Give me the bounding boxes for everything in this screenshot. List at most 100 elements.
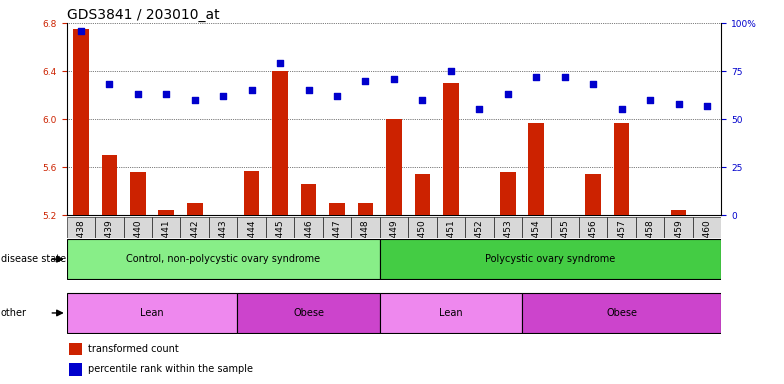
- Text: GSM277448: GSM277448: [361, 219, 370, 274]
- Text: GSM277460: GSM277460: [702, 219, 712, 274]
- Bar: [180, 217, 209, 238]
- Text: GSM277446: GSM277446: [304, 219, 313, 274]
- Bar: [95, 217, 124, 238]
- Bar: [266, 217, 294, 238]
- Bar: [693, 217, 721, 238]
- Text: GSM277445: GSM277445: [276, 219, 285, 274]
- Text: GSM277457: GSM277457: [617, 219, 626, 274]
- Bar: [408, 217, 437, 238]
- Text: GSM277454: GSM277454: [532, 219, 541, 274]
- Point: [188, 97, 201, 103]
- Bar: [294, 217, 323, 238]
- Bar: [415, 174, 430, 215]
- Text: Polycystic ovary syndrome: Polycystic ovary syndrome: [485, 254, 615, 264]
- Bar: [68, 343, 82, 356]
- Bar: [124, 217, 152, 238]
- Bar: [67, 239, 379, 280]
- Point: [502, 91, 514, 97]
- Bar: [494, 217, 522, 238]
- Bar: [465, 217, 494, 238]
- Bar: [187, 203, 202, 215]
- Text: GSM277449: GSM277449: [390, 219, 398, 274]
- Point: [303, 87, 315, 93]
- Text: Obese: Obese: [606, 308, 637, 318]
- Point: [103, 81, 115, 88]
- Bar: [387, 119, 401, 215]
- Bar: [379, 217, 408, 238]
- Point: [701, 103, 713, 109]
- Bar: [586, 174, 601, 215]
- Text: GSM277455: GSM277455: [561, 219, 569, 274]
- Point: [473, 106, 485, 113]
- Point: [416, 97, 429, 103]
- Bar: [216, 215, 231, 217]
- Bar: [550, 217, 579, 238]
- Text: GSM277444: GSM277444: [247, 219, 256, 273]
- Bar: [158, 210, 174, 215]
- Point: [530, 74, 543, 80]
- Bar: [152, 217, 180, 238]
- Bar: [671, 210, 687, 215]
- Bar: [244, 170, 260, 215]
- Text: transformed count: transformed count: [88, 344, 179, 354]
- Bar: [209, 217, 238, 238]
- Text: GSM277451: GSM277451: [446, 219, 456, 274]
- Bar: [67, 217, 95, 238]
- Text: Obese: Obese: [293, 308, 324, 318]
- Bar: [500, 172, 516, 215]
- Text: GSM277458: GSM277458: [645, 219, 655, 274]
- Text: GSM277452: GSM277452: [475, 219, 484, 274]
- Text: disease state: disease state: [1, 254, 66, 264]
- Bar: [437, 217, 465, 238]
- Bar: [636, 217, 664, 238]
- Bar: [699, 215, 715, 217]
- Bar: [238, 293, 379, 333]
- Bar: [471, 215, 487, 220]
- Point: [74, 28, 87, 34]
- Text: GSM277438: GSM277438: [76, 219, 85, 274]
- Point: [359, 78, 372, 84]
- Point: [217, 93, 230, 99]
- Bar: [67, 293, 238, 333]
- Bar: [272, 71, 288, 215]
- Text: GSM277459: GSM277459: [674, 219, 683, 274]
- Text: GSM277450: GSM277450: [418, 219, 427, 274]
- Bar: [522, 217, 550, 238]
- Text: other: other: [1, 308, 27, 318]
- Bar: [614, 122, 630, 215]
- Bar: [130, 172, 146, 215]
- Point: [615, 106, 628, 113]
- Point: [160, 91, 172, 97]
- Bar: [301, 184, 317, 215]
- Point: [644, 97, 656, 103]
- Point: [673, 101, 685, 107]
- Bar: [323, 217, 351, 238]
- Bar: [522, 293, 721, 333]
- Bar: [238, 217, 266, 238]
- Bar: [579, 217, 608, 238]
- Text: GSM277440: GSM277440: [133, 219, 143, 274]
- Bar: [329, 203, 345, 215]
- Text: GSM277443: GSM277443: [219, 219, 227, 274]
- Bar: [379, 293, 522, 333]
- Point: [331, 93, 343, 99]
- Bar: [358, 203, 373, 215]
- Point: [388, 76, 401, 82]
- Text: GSM277439: GSM277439: [105, 219, 114, 274]
- Text: GSM277441: GSM277441: [162, 219, 171, 274]
- Bar: [443, 83, 459, 215]
- Text: Control, non-polycystic ovary syndrome: Control, non-polycystic ovary syndrome: [126, 254, 320, 264]
- Point: [245, 87, 258, 93]
- Bar: [557, 215, 572, 217]
- Text: GSM277453: GSM277453: [503, 219, 512, 274]
- Bar: [73, 29, 89, 215]
- Text: Lean: Lean: [439, 308, 463, 318]
- Bar: [68, 363, 82, 376]
- Bar: [101, 155, 117, 215]
- Text: Lean: Lean: [140, 308, 164, 318]
- Bar: [608, 217, 636, 238]
- Point: [132, 91, 144, 97]
- Bar: [664, 217, 693, 238]
- Text: GSM277456: GSM277456: [589, 219, 597, 274]
- Bar: [351, 217, 379, 238]
